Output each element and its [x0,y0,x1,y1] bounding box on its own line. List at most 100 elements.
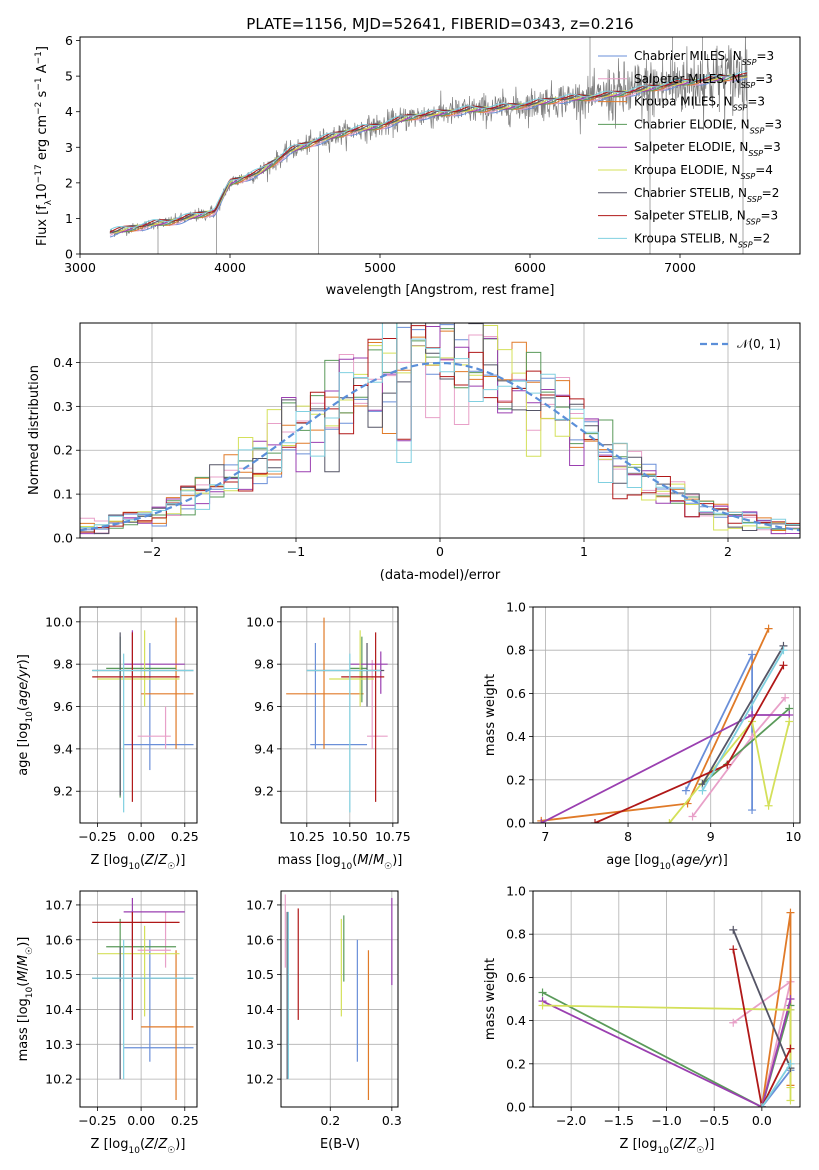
mass-weight-marker [723,760,732,769]
mass-weight-line [542,1004,792,1101]
model-spectrum-line [109,77,748,238]
y-tick-label: 0.3 [53,399,73,414]
legend-label: Kroupa MILES, NSSP=3 [634,95,765,113]
x-axis-label: Z [log10(Z/Z☉)] [91,853,186,872]
y-tick-label: 10.2 [246,1072,274,1087]
mass-weight-marker [786,1044,795,1053]
mass-weight-marker [786,908,795,917]
x-tick-label: 4000 [214,260,246,275]
x-tick-label: −2.0 [556,1113,586,1128]
x-tick-label: 10.25 [289,829,325,844]
x-tick-label: 7000 [664,260,696,275]
x-tick-label: 0.2 [320,1113,340,1128]
legend-label: Chabrier ELODIE, NSSP=3 [634,117,782,135]
mass-weight-marker [729,925,738,934]
plot-area [537,624,794,823]
mass-weight-line [701,649,785,792]
y-tick-label: 9.4 [53,741,73,756]
y-tick-label: 10.5 [45,967,73,982]
plot-area [538,908,795,1107]
x-axis-label: mass [log10(M/M☉)] [278,853,403,872]
mass-weight-marker [764,624,773,633]
mass-weight-marker [757,1103,766,1107]
y-tick-label: 1 [65,211,73,226]
y-tick-label: 10.7 [246,897,274,912]
x-tick-label: 7 [541,829,549,844]
x-tick-label: 0.25 [171,1113,199,1128]
x-tick-label: −2 [143,544,161,559]
y-tick-label: 0.8 [506,643,526,658]
observed-spectrum-line [109,37,748,237]
panel-age-vs-mass: 10.25 10.50 10.75 9.2 9.4 9.6 9.8 10.0 mass [log… [246,606,411,872]
y-tick-label: 9.4 [254,741,274,756]
panel-age-vs-Z: −0.25 0.00 0.25 9.2 9.4 9.6 9.8 10.0 Z [log10(Z/… [16,606,199,872]
axes-frame [79,322,801,539]
mass-weight-line [732,949,792,1107]
mass-weight-line [732,929,792,1069]
x-axis-label: E(B-V) [320,1137,360,1152]
x-tick-label: 3000 [64,260,96,275]
y-tick-label: 0 [65,247,73,262]
plot-area [286,617,388,813]
y-axis-label: age [log10(age/yr)] [16,654,35,776]
mass-weight-marker [538,988,547,997]
mass-weight-line [542,998,792,1107]
x-tick-label: 8 [624,829,632,844]
plot-area [109,37,748,254]
panel-mass-weight-vs-age: 7 8 9 10 0.0 0.2 0.4 0.6 0.8 1.0 age [log10(age/yr… [483,600,801,873]
mass-weight-marker [537,819,546,823]
y-tick-label: 0.1 [53,487,73,502]
y-tick-label: 5 [65,69,73,84]
model-spectrum-line [109,71,748,231]
y-axis-label: Flux [fλ10−17 erg cm−2 s−1 A−1] [34,46,54,246]
y-tick-label: 0.4 [506,729,526,744]
y-axis-label: mass [log10(M/M☉)] [16,937,35,1062]
y-tick-label: 1.0 [506,600,526,615]
y-tick-label: 0.4 [506,1013,526,1028]
y-tick-label: 10.2 [45,1072,73,1087]
x-axis-label: (data-model)/error [380,568,501,583]
y-tick-label: 10.6 [246,932,274,947]
y-tick-label: 0.4 [53,355,73,370]
mass-weight-marker [786,1096,795,1105]
mass-weight-marker [764,801,773,810]
mass-weight-line [761,1063,792,1107]
y-tick-label: 10.3 [45,1037,73,1052]
x-tick-label: 0 [436,544,444,559]
x-tick-label: 6000 [514,260,546,275]
y-tick-label: 0.6 [506,686,526,701]
x-axis-label: Z [log10(Z/Z☉)] [620,1137,715,1156]
mass-weight-marker [786,995,795,1003]
x-tick-label: 0.25 [171,829,199,844]
mass-weight-marker [538,1001,547,1010]
y-tick-label: 4 [65,104,73,119]
legend-label: Kroupa STELIB, NSSP=2 [634,231,770,249]
y-tick-label: 10.4 [246,1002,274,1017]
axes-frame [79,36,801,255]
x-tick-label: 5000 [364,260,396,275]
y-axis-label: mass weight [483,674,498,756]
mass-weight-marker [779,661,788,670]
y-tick-label: 0.0 [506,816,526,831]
mass-weight-marker [785,717,794,726]
y-axis-label: mass weight [483,958,498,1040]
axes-frame [79,890,198,1108]
y-tick-label: 10.0 [45,614,73,629]
mass-weight-line [701,645,785,785]
x-tick-label: 1 [580,544,588,559]
y-axis-label: Normed distribution [27,365,42,495]
mass-weight-marker [779,646,788,655]
legend-label: Kroupa ELODIE, NSSP=4 [634,163,773,181]
legend-label: Salpeter MILES, NSSP=3 [634,72,773,90]
y-tick-label: 9.8 [254,657,274,672]
legend-label: Salpeter ELODIE, NSSP=3 [634,140,781,158]
y-tick-label: 3 [65,140,73,155]
panel-spectrum: 3000 4000 5000 6000 7000 0 1 2 3 4 5 6 Chabrier MILE… [34,33,801,298]
axes-frame [532,890,801,1108]
x-tick-label: 10 [785,829,801,844]
mass-weight-marker [748,650,757,659]
x-tick-label: −1.5 [604,1113,634,1128]
normal-curve [80,361,800,532]
mass-weight-line [701,707,790,785]
